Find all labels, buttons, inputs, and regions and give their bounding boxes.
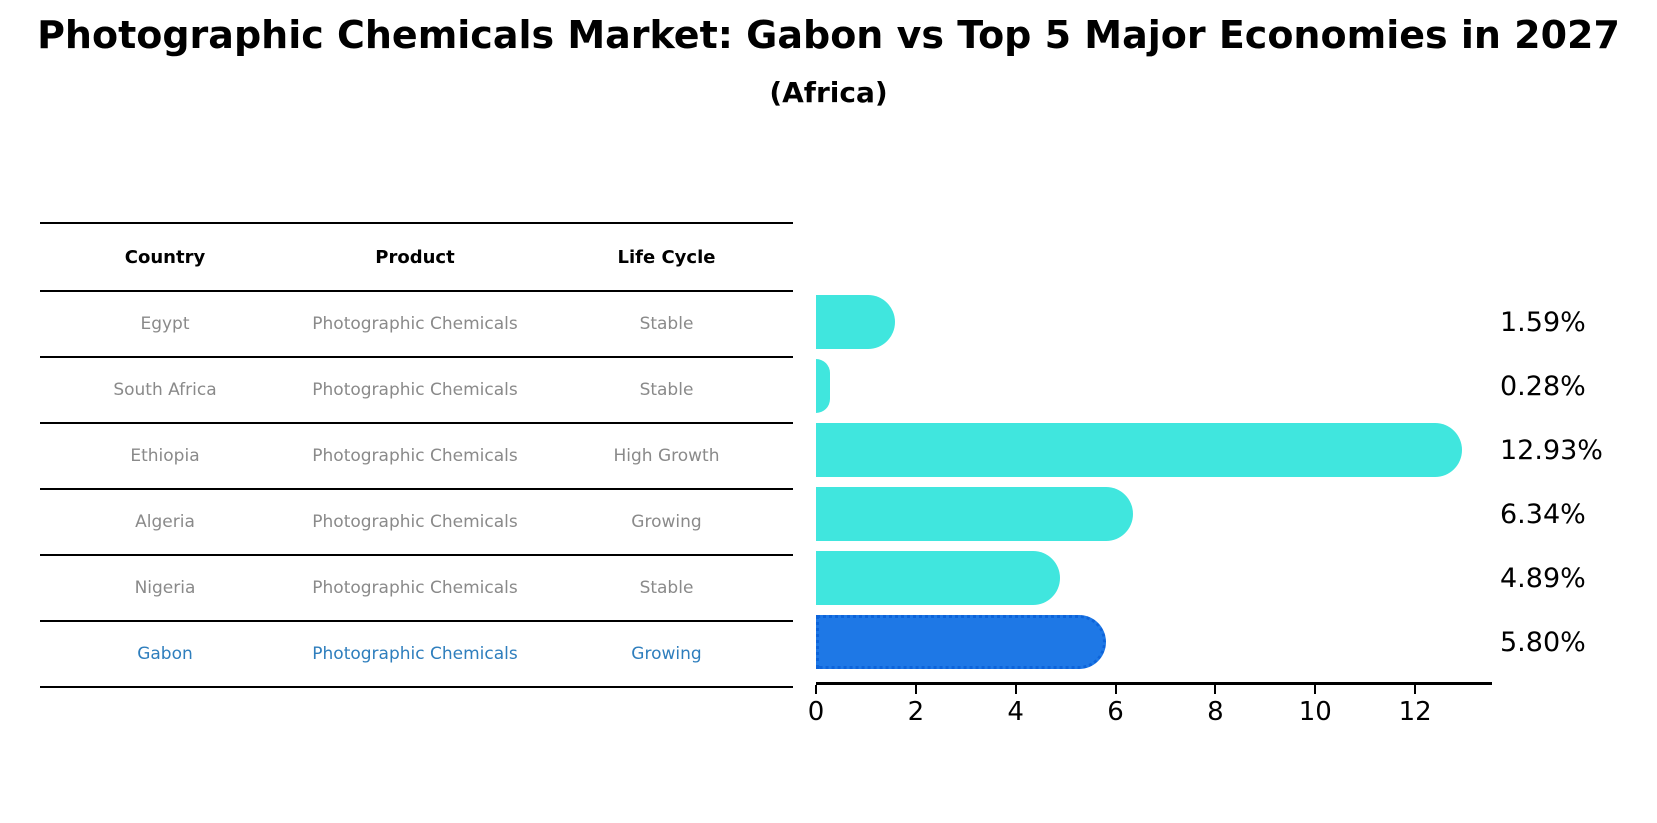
cell-country: Egypt xyxy=(140,314,190,334)
cell-product: Photographic Chemicals xyxy=(312,380,518,400)
cell-life-cycle: Growing xyxy=(631,644,702,664)
chart-subtitle: (Africa) xyxy=(769,76,888,109)
cell-product: Photographic Chemicals xyxy=(312,446,518,466)
x-axis-tick xyxy=(1314,685,1317,694)
x-axis-tick xyxy=(1214,685,1217,694)
x-axis-tick xyxy=(1114,685,1117,694)
table-row-egypt: Egypt Photographic Chemicals Stable xyxy=(40,292,793,358)
column-header-life-cycle: Life Cycle xyxy=(617,246,716,268)
cell-product: Photographic Chemicals xyxy=(312,578,518,598)
x-axis-tick-label: 6 xyxy=(1107,697,1124,727)
bar-algeria xyxy=(816,487,1133,541)
table-row-ethiopia: Ethiopia Photographic Chemicals High Gro… xyxy=(40,424,793,490)
table-row-algeria: Algeria Photographic Chemicals Growing xyxy=(40,490,793,556)
table-row-nigeria: Nigeria Photographic Chemicals Stable xyxy=(40,556,793,622)
x-axis-tick xyxy=(815,685,817,694)
cell-life-cycle: Stable xyxy=(639,314,694,334)
cell-life-cycle: Stable xyxy=(639,380,694,400)
x-axis-tick-label: 8 xyxy=(1207,697,1224,727)
value-label-south-africa: 0.28% xyxy=(1500,370,1586,402)
cell-country: Nigeria xyxy=(134,578,196,598)
cell-life-cycle: Growing xyxy=(631,512,702,532)
x-axis-tick xyxy=(914,685,917,694)
cell-product: Photographic Chemicals xyxy=(312,512,518,532)
value-label-nigeria: 4.89% xyxy=(1500,562,1586,594)
value-label-gabon: 5.80% xyxy=(1500,626,1586,658)
column-header-country: Country xyxy=(124,246,206,268)
chart-title: Photographic Chemicals Market: Gabon vs … xyxy=(37,13,1620,57)
country-table: Country Product Life Cycle Egypt Photogr… xyxy=(40,222,793,688)
value-label-algeria: 6.34% xyxy=(1500,498,1586,530)
table-row-south-africa: South Africa Photographic Chemicals Stab… xyxy=(40,358,793,424)
value-label-egypt: 1.59% xyxy=(1500,306,1586,338)
bar-ethiopia xyxy=(816,423,1462,477)
cell-life-cycle: Stable xyxy=(639,578,694,598)
cell-country: Algeria xyxy=(135,512,195,532)
x-axis-tick-label: 2 xyxy=(907,697,925,727)
bar-egypt xyxy=(816,295,895,349)
cell-product: Photographic Chemicals xyxy=(312,314,518,334)
x-axis-tick-label: 10 xyxy=(1298,697,1332,727)
x-axis-tick xyxy=(1414,685,1417,694)
column-header-product: Product xyxy=(375,246,455,268)
x-axis-tick-label: 4 xyxy=(1007,697,1024,727)
table-header-row: Country Product Life Cycle xyxy=(40,222,793,292)
bar-nigeria xyxy=(816,551,1060,605)
bar-south-africa xyxy=(816,359,830,413)
cell-country: Gabon xyxy=(137,644,193,664)
cell-country: South Africa xyxy=(113,380,217,400)
table-row-gabon-highlighted: Gabon Photographic Chemicals Growing xyxy=(40,622,793,688)
cell-product: Photographic Chemicals xyxy=(312,644,518,664)
value-label-ethiopia: 12.93% xyxy=(1500,434,1603,466)
cell-country: Ethiopia xyxy=(130,446,200,466)
x-axis-tick xyxy=(1014,685,1017,694)
bar-gabon-highlighted xyxy=(816,615,1106,669)
x-axis-line xyxy=(816,682,1492,685)
x-axis-tick-label: 12 xyxy=(1398,697,1432,727)
cell-life-cycle: High Growth xyxy=(613,446,720,466)
x-axis-tick-label: 0 xyxy=(807,697,825,727)
